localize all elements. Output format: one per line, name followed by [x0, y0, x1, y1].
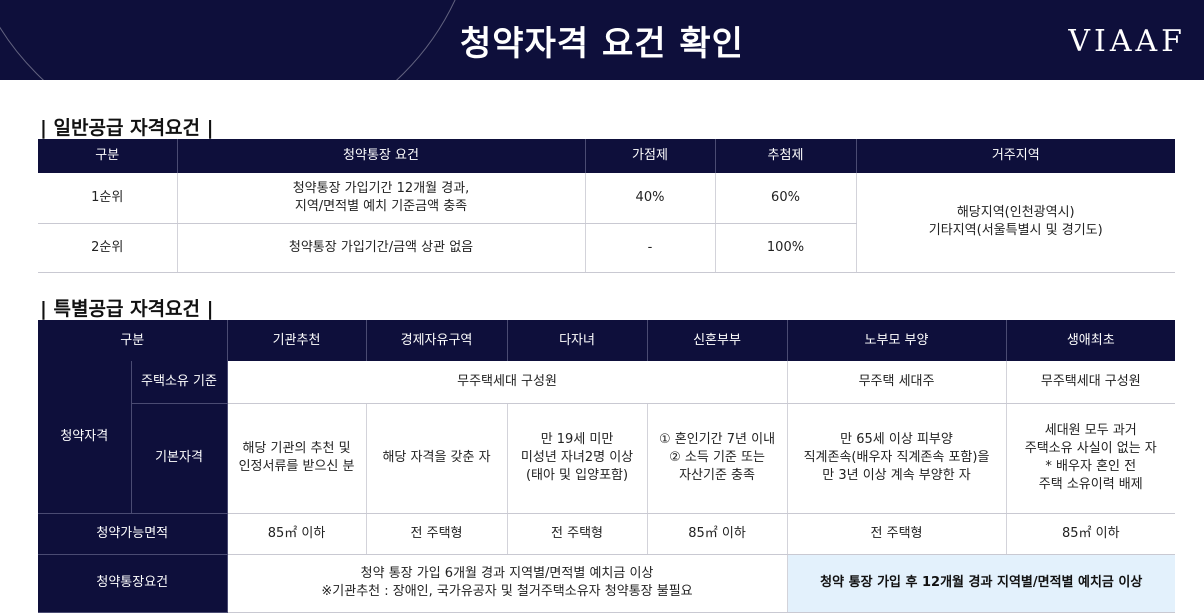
- rank-cell: 1순위: [38, 173, 178, 224]
- text-line: ① 혼인기간 7년 이내: [658, 432, 776, 447]
- table-row: 기본자격 해당 기관의 추천 및 인정서류를 받으신 분 해당 자격을 갖춘 자…: [38, 403, 1176, 514]
- point-cell: -: [585, 223, 716, 273]
- area-cell: 85㎡ 이하: [1006, 513, 1176, 555]
- requirement-cell: 청약통장 가입기간 12개월 경과, 지역/면적별 예치 기준금액 충족: [177, 173, 586, 224]
- table-row: 청약가능면적 85㎡ 이하 전 주택형 전 주택형 85㎡ 이하 전 주택형 8…: [38, 513, 1176, 555]
- text-line: ② 소득 기준 또는: [669, 450, 765, 465]
- account-line: 청약 통장 가입 6개월 경과 지역별/면적별 예치금 이상: [360, 566, 654, 581]
- col-header-elderly-support: 노부모 부양: [787, 320, 1007, 361]
- text-line: 주택 소유이력 배제: [1038, 477, 1143, 492]
- area-cell: 전 주택형: [366, 513, 508, 555]
- table-row: 청약자격 주택소유 기준 무주택세대 구성원 무주택 세대주 무주택세대 구성원: [38, 361, 1176, 514]
- text-line: 직계존속(배우자 직계존속 포함)을: [803, 450, 990, 465]
- housing-first-cell: 무주택세대 구성원: [1006, 361, 1176, 404]
- basic-newlywed-cell: ① 혼인기간 7년 이내 ② 소득 기준 또는 자산기준 충족: [647, 403, 788, 514]
- col-header-lottery-system: 추첨제: [715, 139, 857, 173]
- housing-common-cell: 무주택세대 구성원: [227, 361, 788, 404]
- account-note: ※기관추천 : 장애인, 국가유공자 및 철거주택소유자 청약통장 불필요: [321, 584, 693, 599]
- area-label: 청약가능면적: [38, 513, 228, 555]
- basic-elderly-cell: 만 65세 이상 피부양 직계존속(배우자 직계존속 포함)을 만 3년 이상 …: [787, 403, 1007, 514]
- basic-first-time-cell: 세대원 모두 과거 주택소유 사실이 없는 자 * 배우자 혼인 전 주택 소유…: [1006, 403, 1176, 514]
- text-line: 만 65세 이상 피부양: [840, 432, 953, 447]
- text-line: 미성년 자녀2명 이상: [520, 450, 634, 465]
- account-highlight-cell: 청약 통장 가입 후 12개월 경과 지역별/면적별 예치금 이상: [787, 554, 1176, 613]
- page-header: 청약자격 요건 확인 VIAAF: [0, 0, 1204, 80]
- col-header-newlywed: 신혼부부: [647, 320, 788, 361]
- requirement-cell: 청약통장 가입기간/금액 상관 없음: [177, 223, 586, 273]
- basic-free-zone-cell: 해당 자격을 갖춘 자: [366, 403, 508, 514]
- col-header-category: 구분: [38, 320, 228, 361]
- lottery-cell: 100%: [715, 223, 857, 273]
- general-supply-table: 구분 청약통장 요건 가점제 추첨제 거주지역 1순위 청약통장 가입기간 12…: [38, 139, 1175, 273]
- requirement-line: 청약통장 가입기간 12개월 경과,: [292, 180, 470, 196]
- col-header-first-time: 생애최초: [1006, 320, 1176, 361]
- table-row: 청약통장요건 청약 통장 가입 6개월 경과 지역별/면적별 예치금 이상 ※기…: [38, 554, 1176, 613]
- text-line: 해당 기관의 추천 및: [242, 441, 351, 456]
- text-line: * 배우자 혼인 전: [1045, 459, 1137, 474]
- text-line: 해당 자격을 갖춘 자: [382, 450, 491, 465]
- housing-elderly-cell: 무주택 세대주: [787, 361, 1007, 404]
- qualification-label: 청약자격: [38, 361, 132, 514]
- col-header-free-zone: 경제자유구역: [366, 320, 508, 361]
- area-cell: 85㎡ 이하: [227, 513, 367, 555]
- lottery-cell: 60%: [715, 173, 857, 224]
- text-line: 만 19세 미만: [540, 432, 614, 447]
- special-section-title: | 특별공급 자격요건 |: [40, 298, 214, 320]
- residence-line: 해당지역(인천광역시): [956, 205, 1075, 221]
- col-header-account-requirement: 청약통장 요건: [177, 139, 586, 173]
- text-line: 자산기준 충족: [679, 468, 755, 483]
- col-header-point-system: 가점제: [585, 139, 716, 173]
- rank-cell: 2순위: [38, 223, 178, 273]
- brand-logo: VIAAF: [1068, 24, 1186, 59]
- residence-line: 기타지역(서울특별시 및 경기도): [928, 223, 1103, 239]
- basic-institution-cell: 해당 기관의 추천 및 인정서류를 받으신 분: [227, 403, 367, 514]
- text-line: 세대원 모두 과거: [1044, 423, 1137, 438]
- area-cell: 전 주택형: [507, 513, 648, 555]
- residence-cell: 해당지역(인천광역시) 기타지역(서울특별시 및 경기도): [856, 173, 1175, 273]
- basic-multi-child-cell: 만 19세 미만 미성년 자녀2명 이상 (태아 및 입양포함): [507, 403, 648, 514]
- account-requirement-cell: 청약 통장 가입 6개월 경과 지역별/면적별 예치금 이상 ※기관추천 : 장…: [227, 554, 788, 613]
- requirement-line: 지역/면적별 예치 기준금액 충족: [294, 198, 468, 214]
- area-cell: 전 주택형: [787, 513, 1007, 555]
- text-line: 만 3년 이상 계속 부양한 자: [822, 468, 971, 483]
- text-line: 주택소유 사실이 없는 자: [1024, 441, 1157, 456]
- page-title: 청약자격 요건 확인: [460, 24, 744, 64]
- col-header-category: 구분: [38, 139, 178, 173]
- area-cell: 85㎡ 이하: [647, 513, 788, 555]
- table-row: 1순위 청약통장 가입기간 12개월 경과, 지역/면적별 예치 기준금액 충족…: [38, 173, 1175, 273]
- col-header-institution: 기관추천: [227, 320, 367, 361]
- table-row: 2순위 청약통장 가입기간/금액 상관 없음 - 100%: [38, 223, 1175, 273]
- text-line: 인정서류를 받으신 분: [238, 459, 355, 474]
- general-section-title: | 일반공급 자격요건 |: [40, 117, 214, 139]
- basic-label: 기본자격: [131, 403, 228, 514]
- point-cell: 40%: [585, 173, 716, 224]
- col-header-multi-child: 다자녀: [507, 320, 648, 361]
- special-supply-table: 구분 기관추천 경제자유구역 다자녀 신혼부부 노부모 부양 생애최초 청약자격…: [38, 320, 1176, 613]
- housing-label: 주택소유 기준: [131, 361, 228, 404]
- col-header-residence: 거주지역: [856, 139, 1175, 173]
- account-label: 청약통장요건: [38, 554, 228, 613]
- text-line: (태아 및 입양포함): [525, 468, 629, 483]
